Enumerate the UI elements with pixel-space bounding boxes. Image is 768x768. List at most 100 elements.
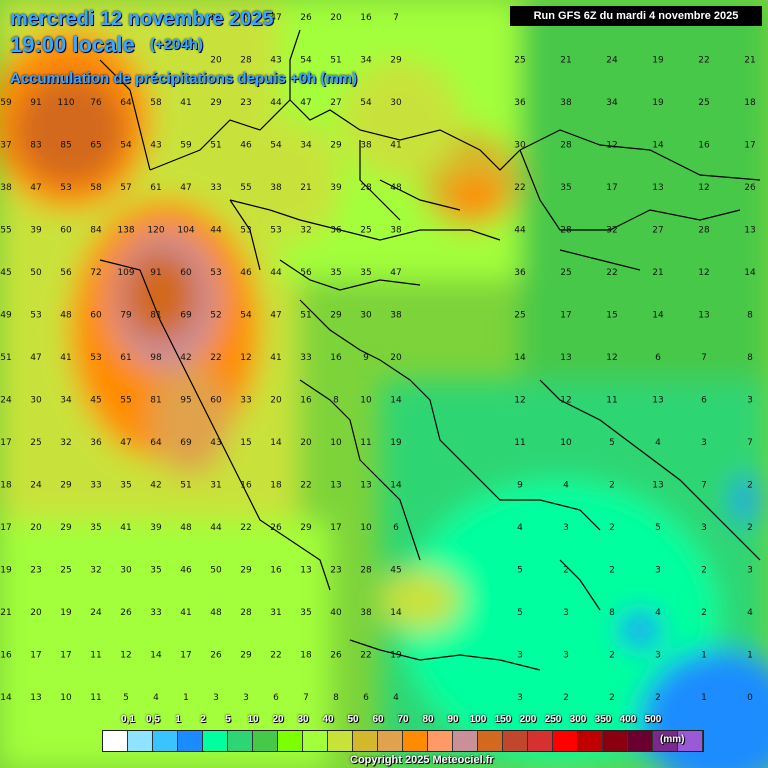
grid-value: 4 bbox=[517, 523, 523, 533]
grid-value: 30 bbox=[120, 566, 132, 576]
grid-value: 33 bbox=[210, 183, 221, 193]
grid-value: 59 bbox=[0, 98, 12, 108]
grid-value: 79 bbox=[120, 311, 132, 321]
grid-value: 13 bbox=[698, 311, 709, 321]
grid-value: 59 bbox=[180, 141, 192, 151]
grid-value: 17 bbox=[744, 141, 755, 151]
grid-value: 24 bbox=[90, 608, 102, 618]
grid-value: 45 bbox=[90, 396, 101, 406]
grid-value: 46 bbox=[240, 268, 252, 278]
grid-value: 41 bbox=[390, 141, 401, 151]
grid-value: 11 bbox=[90, 693, 101, 703]
legend-unit: (mm) bbox=[660, 734, 685, 745]
grid-value: 10 bbox=[360, 523, 372, 533]
legend-swatch bbox=[153, 731, 178, 751]
grid-value: 110 bbox=[57, 98, 74, 108]
grid-value: 64 bbox=[120, 98, 132, 108]
grid-value: 81 bbox=[150, 396, 161, 406]
grid-value: 3 bbox=[563, 651, 569, 661]
grid-value: 41 bbox=[180, 608, 191, 618]
grid-value: 8 bbox=[333, 396, 339, 406]
grid-value: 44 bbox=[210, 226, 222, 236]
grid-value: 60 bbox=[180, 268, 192, 278]
grid-value: 16 bbox=[300, 396, 312, 406]
grid-value: 39 bbox=[150, 523, 162, 533]
grid-value: 38 bbox=[360, 608, 372, 618]
grid-value: 17 bbox=[0, 523, 11, 533]
grid-value: 2 bbox=[655, 693, 661, 703]
copyright-text: Copyright 2025 Meteociel.fr bbox=[350, 754, 494, 766]
grid-value: 25 bbox=[698, 98, 709, 108]
grid-value: 81 bbox=[150, 311, 161, 321]
grid-value: 95 bbox=[180, 396, 191, 406]
grid-value: 24 bbox=[210, 13, 222, 23]
grid-value: 51 bbox=[300, 311, 311, 321]
grid-value: 41 bbox=[270, 353, 281, 363]
grid-value: 44 bbox=[270, 98, 282, 108]
grid-value: 61 bbox=[150, 183, 161, 193]
grid-value: 18 bbox=[300, 651, 312, 661]
grid-value: 16 bbox=[698, 141, 710, 151]
grid-value: 58 bbox=[150, 98, 162, 108]
grid-value: 31 bbox=[270, 608, 281, 618]
grid-value: 48 bbox=[210, 608, 222, 618]
legend-swatch bbox=[328, 731, 353, 751]
grid-value: 44 bbox=[514, 226, 526, 236]
grid-value: 6 bbox=[273, 693, 279, 703]
legend-swatch bbox=[678, 731, 703, 751]
grid-value: 5 bbox=[123, 693, 129, 703]
grid-value: 30 bbox=[514, 141, 526, 151]
legend-label: 150 bbox=[494, 714, 512, 725]
grid-value: 19 bbox=[652, 98, 664, 108]
grid-value: 39 bbox=[30, 226, 42, 236]
grid-value: 50 bbox=[30, 268, 42, 278]
grid-value: 12 bbox=[120, 651, 131, 661]
grid-value: 2 bbox=[609, 693, 615, 703]
grid-value: 47 bbox=[30, 353, 41, 363]
grid-value: 38 bbox=[390, 311, 402, 321]
grid-value: 65 bbox=[90, 141, 101, 151]
grid-value: 17 bbox=[180, 651, 191, 661]
grid-value: 13 bbox=[30, 693, 41, 703]
grid-value: 25 bbox=[560, 268, 571, 278]
grid-value: 45 bbox=[390, 566, 401, 576]
grid-value: 29 bbox=[60, 481, 72, 491]
grid-value: 2 bbox=[609, 481, 615, 491]
grid-value: 22 bbox=[360, 651, 371, 661]
grid-value: 34 bbox=[60, 396, 72, 406]
grid-value: 25 bbox=[30, 438, 41, 448]
grid-value: 2 bbox=[609, 651, 615, 661]
grid-value: 12 bbox=[240, 353, 251, 363]
grid-value: 35 bbox=[120, 481, 131, 491]
grid-value: 23 bbox=[240, 98, 251, 108]
legend-swatch bbox=[403, 731, 428, 751]
legend-label: 0,1 bbox=[121, 714, 135, 725]
grid-value: 32 bbox=[60, 438, 71, 448]
grid-value: 46 bbox=[240, 141, 252, 151]
legend-swatch bbox=[128, 731, 153, 751]
grid-value: 5 bbox=[517, 608, 523, 618]
grid-value: 54 bbox=[270, 141, 282, 151]
grid-value: 21 bbox=[0, 608, 11, 618]
grid-value: 4 bbox=[563, 481, 569, 491]
grid-value: 2 bbox=[701, 566, 707, 576]
grid-value: 22 bbox=[300, 481, 311, 491]
grid-value: 2 bbox=[609, 566, 615, 576]
grid-value: 7 bbox=[701, 481, 707, 491]
grid-value: 64 bbox=[150, 438, 162, 448]
grid-value: 12 bbox=[698, 268, 709, 278]
grid-value: 23 bbox=[330, 566, 341, 576]
legend-label: 2 bbox=[200, 714, 206, 725]
grid-value: 17 bbox=[0, 438, 11, 448]
grid-value: 43 bbox=[150, 141, 161, 151]
grid-value: 18 bbox=[744, 98, 756, 108]
legend-swatch bbox=[253, 731, 278, 751]
grid-value: 18 bbox=[270, 481, 282, 491]
grid-value: 5 bbox=[517, 566, 523, 576]
grid-value: 1 bbox=[701, 651, 707, 661]
grid-value: 36 bbox=[330, 226, 342, 236]
legend-swatch bbox=[578, 731, 603, 751]
grid-value: 40 bbox=[330, 608, 342, 618]
